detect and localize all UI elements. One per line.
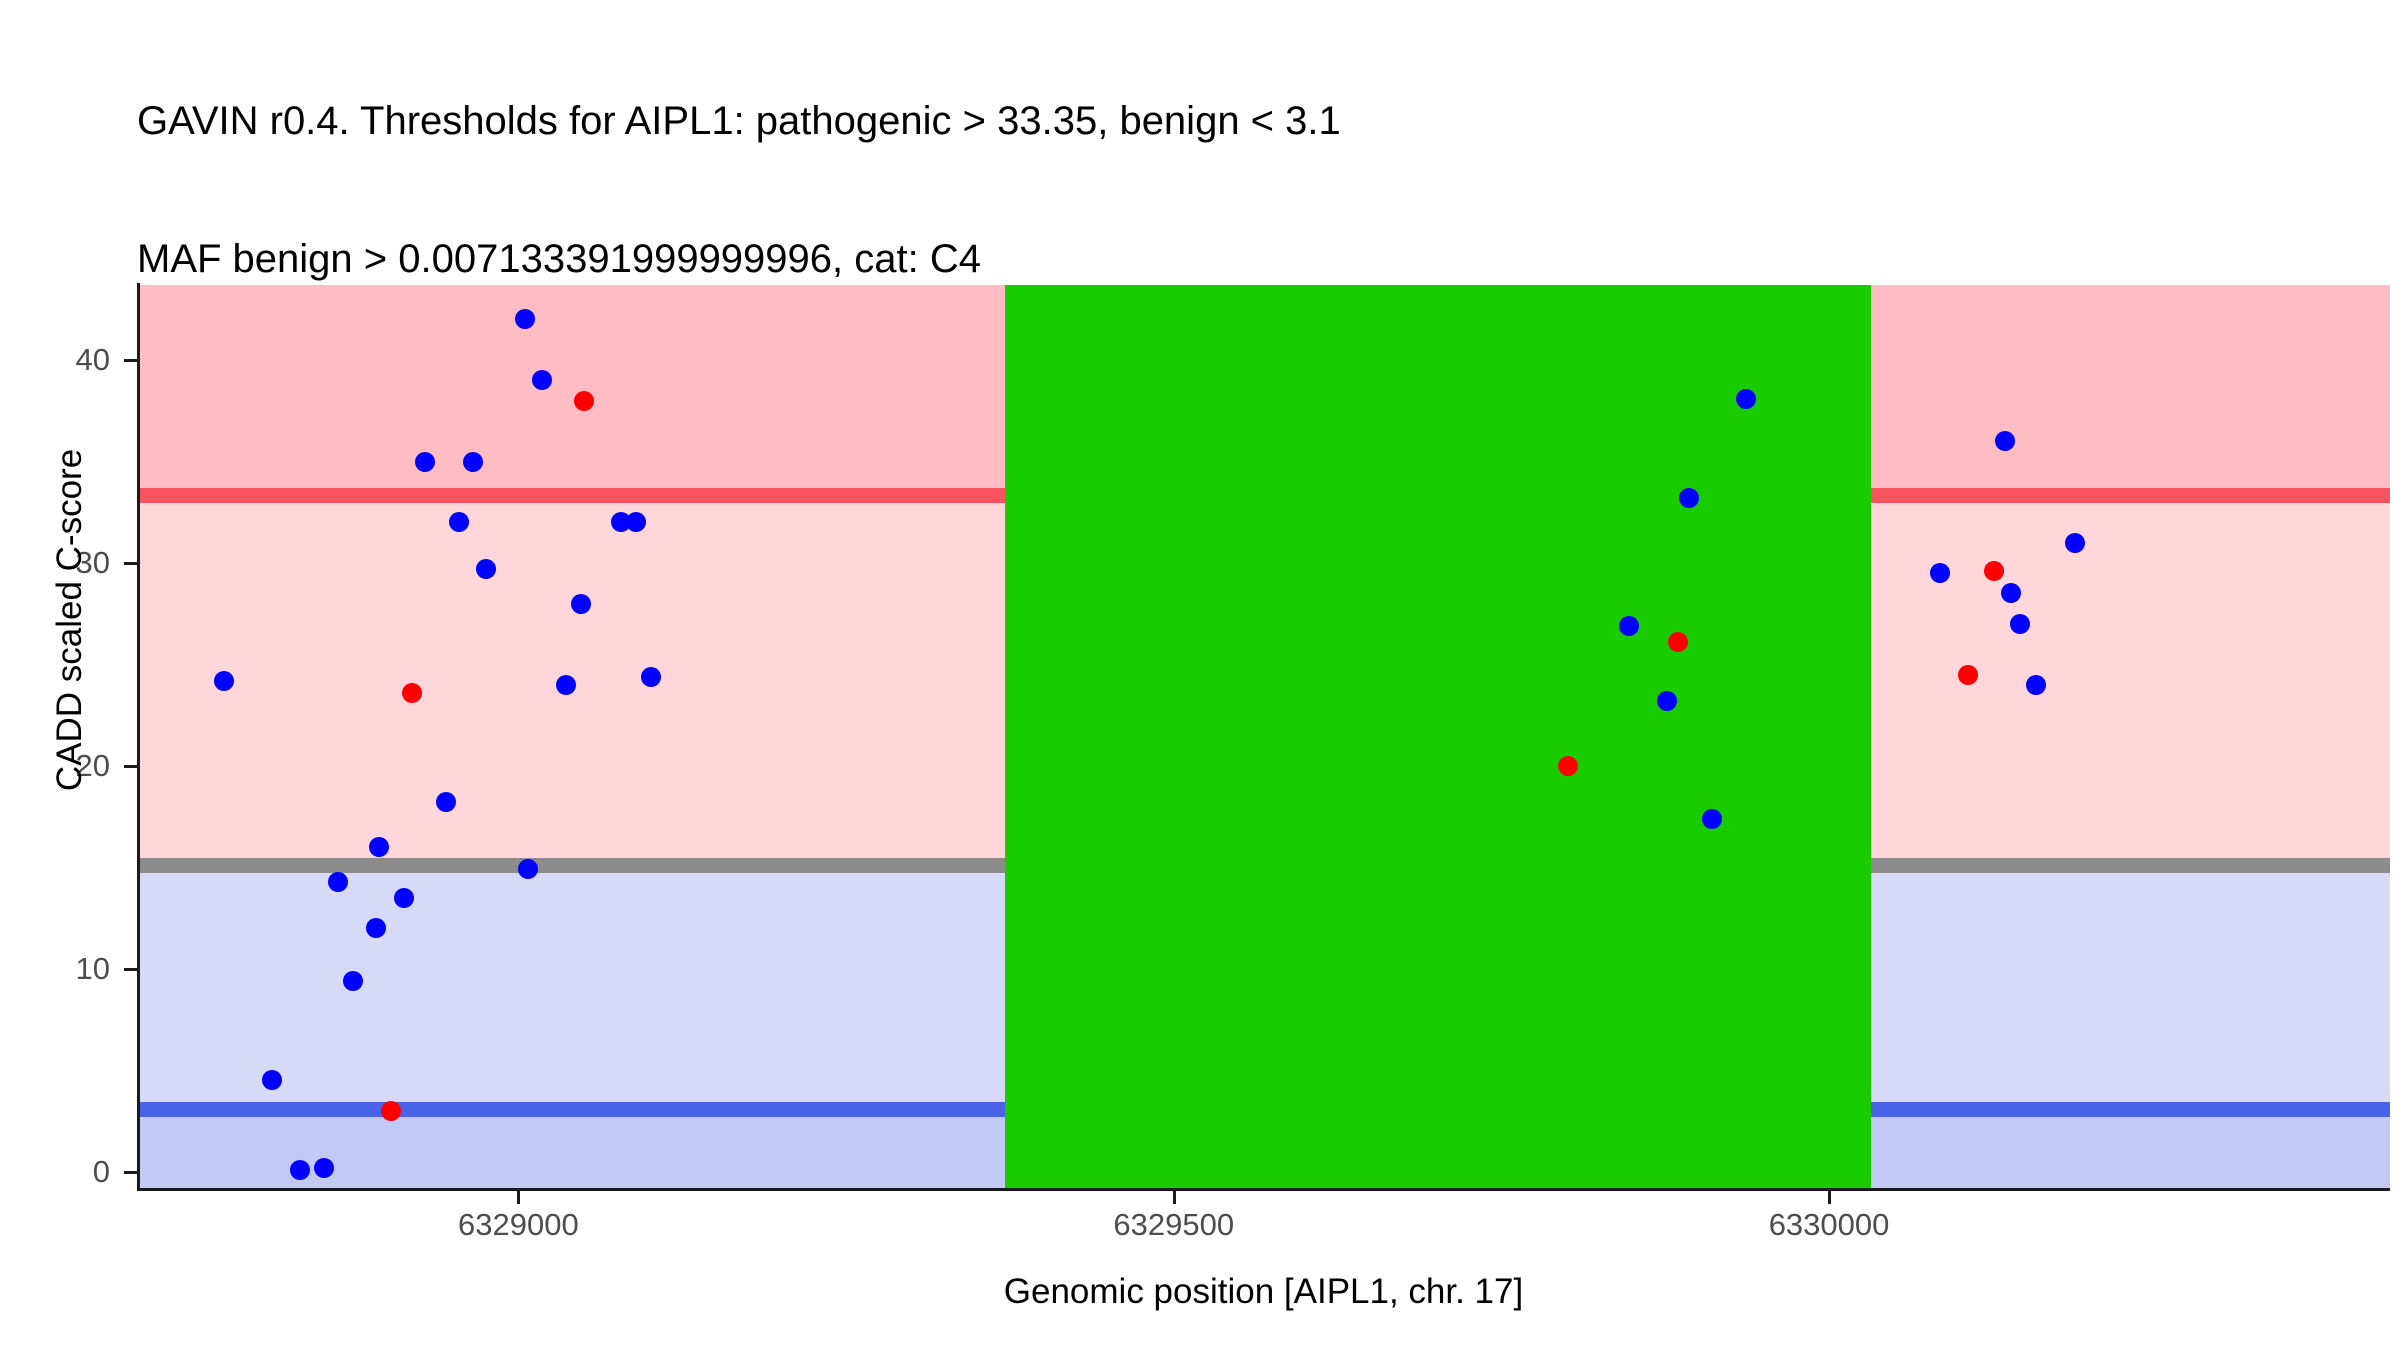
data-point (514, 309, 535, 330)
x-axis-tick-label: 6329000 (458, 1207, 579, 1242)
data-point (1930, 563, 1951, 584)
data-point (475, 559, 496, 580)
x-axis-label: Genomic position [AIPL1, chr. 17] (1003, 1272, 1524, 1311)
title-line-1: GAVIN r0.4. Thresholds for AIPL1: pathog… (137, 99, 1341, 143)
x-axis-tick-label: 6329500 (1113, 1207, 1235, 1242)
data-point (517, 859, 538, 880)
data-point (573, 390, 594, 411)
title-line-2: MAF benign > 0.007133391999999996, cat: … (137, 237, 981, 281)
data-point (289, 1159, 310, 1180)
y-axis-tick (124, 561, 137, 565)
data-point (261, 1070, 282, 1091)
data-point (415, 451, 436, 472)
data-point (2010, 613, 2031, 634)
data-point (1984, 561, 2005, 582)
data-point (2001, 583, 2022, 604)
data-point (462, 451, 483, 472)
data-point (369, 837, 390, 858)
data-point (449, 512, 470, 533)
data-point (436, 792, 457, 813)
refseq-exon (1004, 285, 1871, 1190)
data-point (1618, 615, 1639, 636)
data-point (1668, 632, 1689, 653)
data-point (343, 970, 364, 991)
data-point (327, 871, 348, 892)
data-point (365, 918, 386, 939)
y-axis-tick-label: 0 (92, 1153, 110, 1189)
y-axis-tick-label: 20 (75, 747, 110, 783)
y-axis-tick-label: 10 (75, 950, 110, 986)
y-axis-tick (124, 1170, 137, 1174)
y-axis-label: CADD scaled C-score (50, 448, 89, 792)
data-point (213, 670, 234, 691)
data-point (1702, 808, 1723, 829)
data-point (402, 682, 423, 703)
x-axis-tick (1828, 1191, 1832, 1204)
y-axis-tick-label: 40 (75, 342, 110, 378)
data-point (2065, 532, 2086, 553)
x-axis-line (137, 1188, 2390, 1191)
x-axis-tick (1172, 1191, 1176, 1204)
data-point (1736, 388, 1757, 409)
data-point (555, 674, 576, 695)
data-point (610, 512, 631, 533)
data-point (640, 666, 661, 687)
data-point (531, 370, 552, 391)
data-point (571, 593, 592, 614)
data-point (314, 1157, 335, 1178)
x-axis-tick (517, 1191, 521, 1204)
x-axis-tick-label: 6330000 (1768, 1207, 1890, 1242)
y-axis-tick-label: 30 (75, 544, 110, 580)
data-point (1994, 431, 2015, 452)
plot-panel (137, 285, 2390, 1190)
data-point (1558, 755, 1579, 776)
y-axis-tick (124, 967, 137, 971)
y-axis-line (137, 283, 140, 1190)
data-point (626, 512, 647, 533)
data-point (1656, 690, 1677, 711)
y-axis-tick (124, 359, 137, 363)
data-point (2026, 674, 2047, 695)
data-point (381, 1100, 402, 1121)
y-axis-tick (124, 764, 137, 768)
data-point (394, 887, 415, 908)
data-point (1957, 664, 1978, 685)
data-point (1678, 488, 1699, 509)
